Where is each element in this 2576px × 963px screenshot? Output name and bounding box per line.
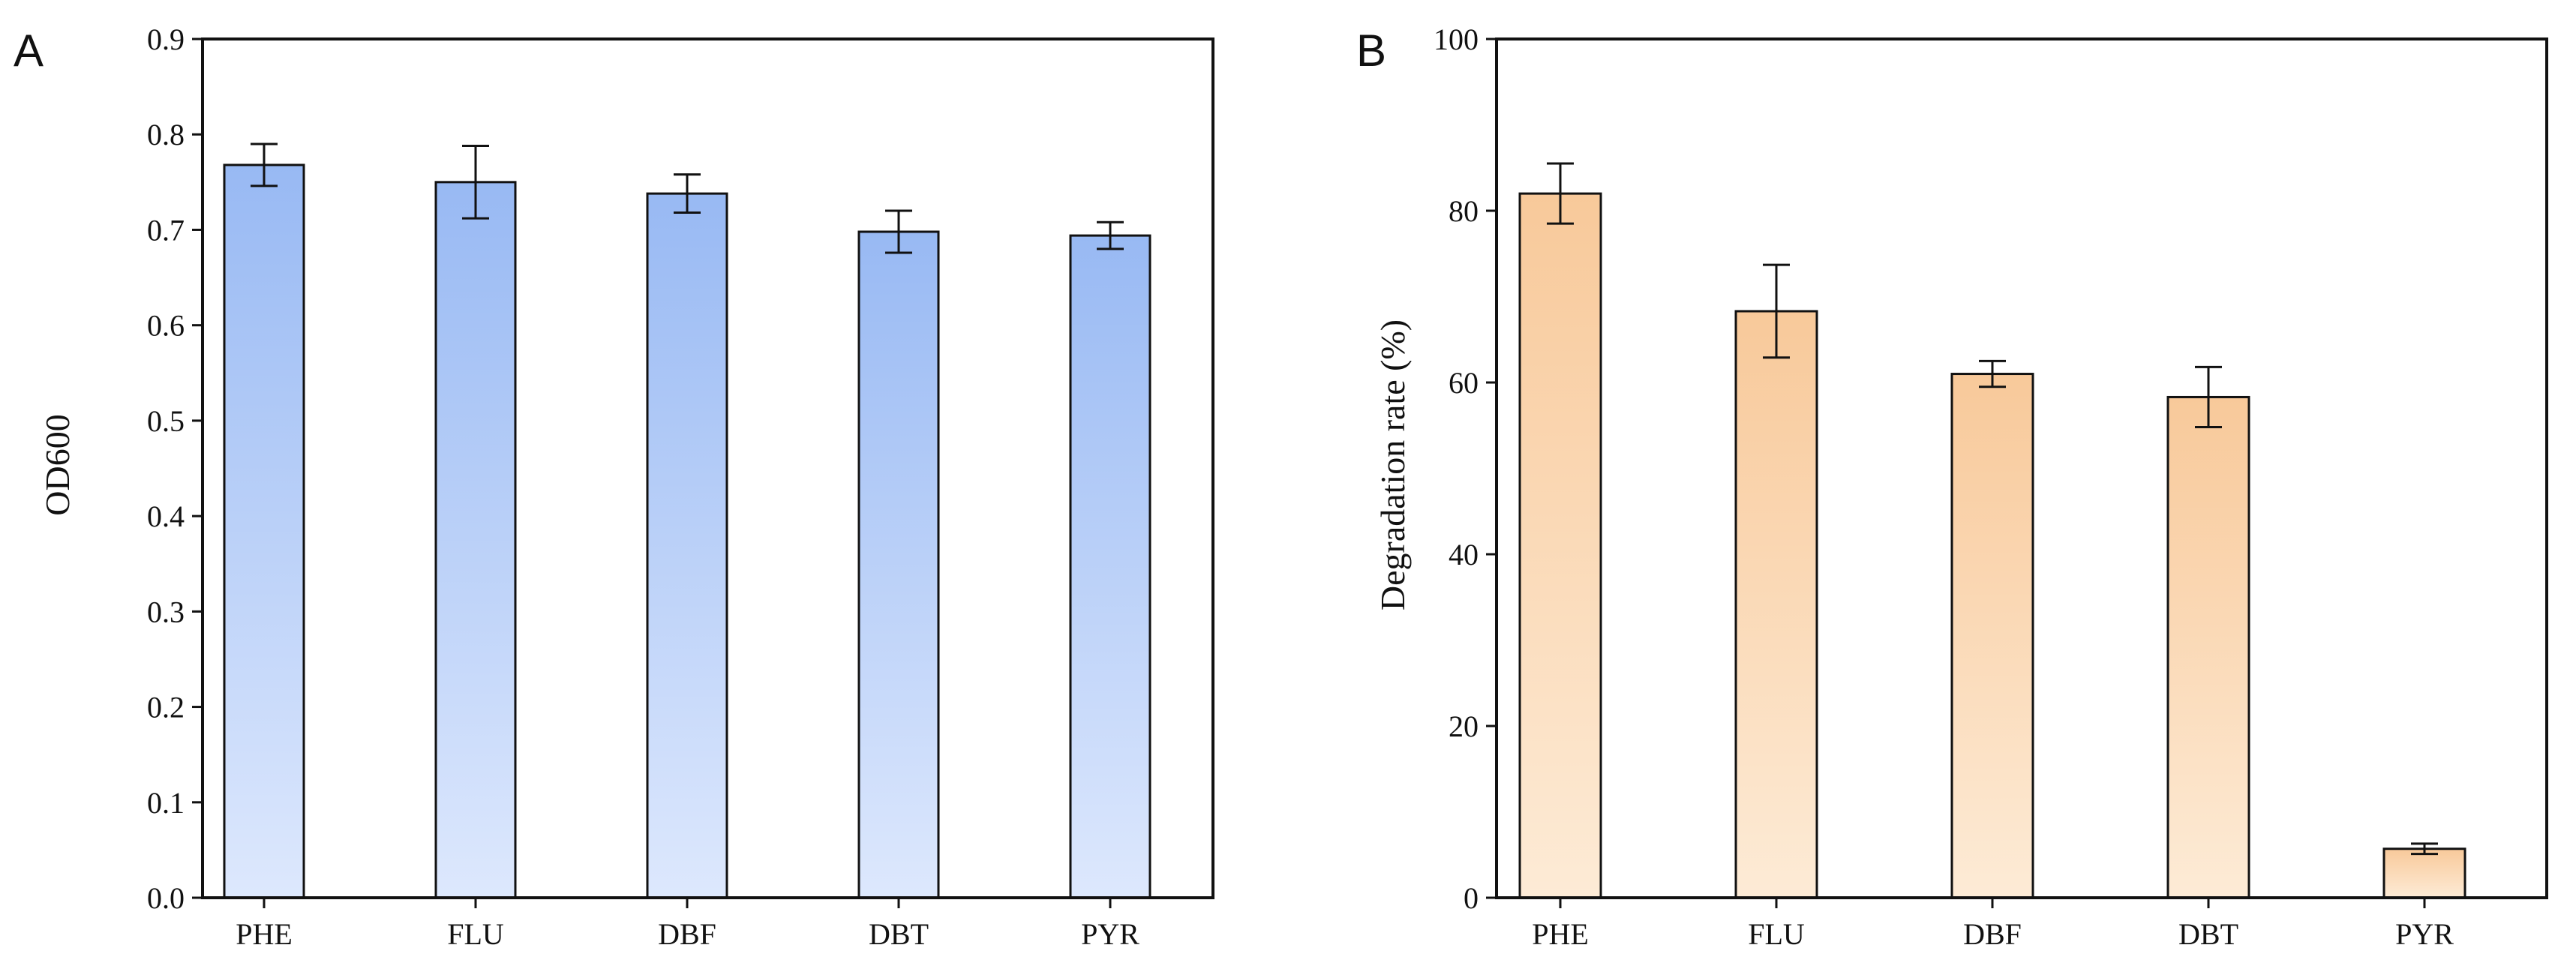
panel-b-y-tick-label: 80 [1449,194,1479,228]
panel-a-y-tick-label: 0.3 [147,595,185,628]
panel-b-y-tick-label: 60 [1449,366,1479,400]
panel-a-y-tick-label: 0.6 [147,309,185,343]
panel-a-error-bar-dbt [885,209,912,254]
panel-a-bar-dbt [857,230,940,899]
panel-b-bar-phe [1518,192,1602,899]
panel-a-x-tick-label-dbf: DBF [658,917,716,951]
panel-a-error-bar-dbf [674,173,701,214]
panel-a-y-tick-label: 0.7 [147,213,185,247]
panel-b-error-bar-dbf [1979,359,2006,388]
panel-a-error-bar-phe [251,142,278,188]
panel-a-y-tick-label: 0.4 [147,500,185,533]
panel-a-plot-frame [201,38,1214,899]
panel-a-bar-pyr [1069,234,1151,899]
panel-a-letter: A [14,26,44,76]
panel-a: A OD600 0.0 0.1 0.2 0.3 0.4 0.5 0.6 0.7 0.8 0.9 PH… [14,22,1214,951]
panel-b: B Degradation rate (%) 0 20 40 60 80 100 PHE FL… [1356,22,2548,951]
panel-b-x-tick-label-dbf: DBF [1963,917,2022,951]
panel-a-bar-dbf [646,192,728,899]
panel-b-y-tick-label: 0 [1464,881,1479,915]
panel-a-x-tick-label-pyr: PYR [1081,917,1139,951]
panel-b-plot-frame [1495,38,2548,899]
panel-a-plot: 0.0 0.1 0.2 0.3 0.4 0.5 0.6 0.7 0.8 0.9 PHE FLU DBF D… [147,22,1214,951]
panel-a-x-tick-label-phe: PHE [236,917,293,951]
panel-b-bar-flu [1734,310,1818,899]
panel-b-plot: 0 20 40 60 80 100 PHE FLU DBF DBT PYR [1434,22,2548,951]
panel-a-bar-phe [223,164,305,899]
panel-a-error-bar-pyr [1097,220,1124,250]
panel-a-x-tick-label-flu: FLU [447,917,504,951]
panel-b-bar-dbt [2166,395,2250,899]
panel-a-y-tick-label: 0.1 [147,786,185,820]
panel-a-y-tick-label: 0.0 [147,881,185,915]
panel-b-error-bar-flu [1763,263,1790,359]
panel-b-y-tick-label: 20 [1449,710,1479,743]
panel-b-x-tick-label-dbt: DBT [2178,917,2238,951]
panel-b-bar-dbf [1950,373,2034,899]
panel-b-y-tick-label: 100 [1434,22,1479,56]
panel-b-error-bar-phe [1547,162,1574,225]
panel-b-x-tick-label-phe: PHE [1532,917,1589,951]
panel-a-y-tick-label: 0.5 [147,404,185,438]
panel-b-y-axis-title: Degradation rate (%) [1374,320,1412,610]
panel-b-error-bar-pyr [2411,842,2438,856]
panel-a-y-axis-title: OD600 [38,414,77,515]
panel-b-letter: B [1356,26,1386,76]
panel-b-bar-pyr [2382,848,2466,899]
panel-a-x-tick-label-dbt: DBT [869,917,929,951]
panel-a-y-tick-label: 0.2 [147,691,185,724]
panel-b-x-tick-label-pyr: PYR [2395,917,2454,951]
panel-a-bar-flu [434,181,517,899]
panel-a-y-tick-label: 0.8 [147,118,185,152]
panel-b-y-tick-label: 40 [1449,538,1479,572]
panel-b-x-tick-label-flu: FLU [1748,917,1805,951]
panel-a-error-bar-flu [462,144,489,220]
panel-a-y-tick-label: 0.9 [147,22,185,56]
panel-b-error-bar-dbt [2195,365,2222,429]
